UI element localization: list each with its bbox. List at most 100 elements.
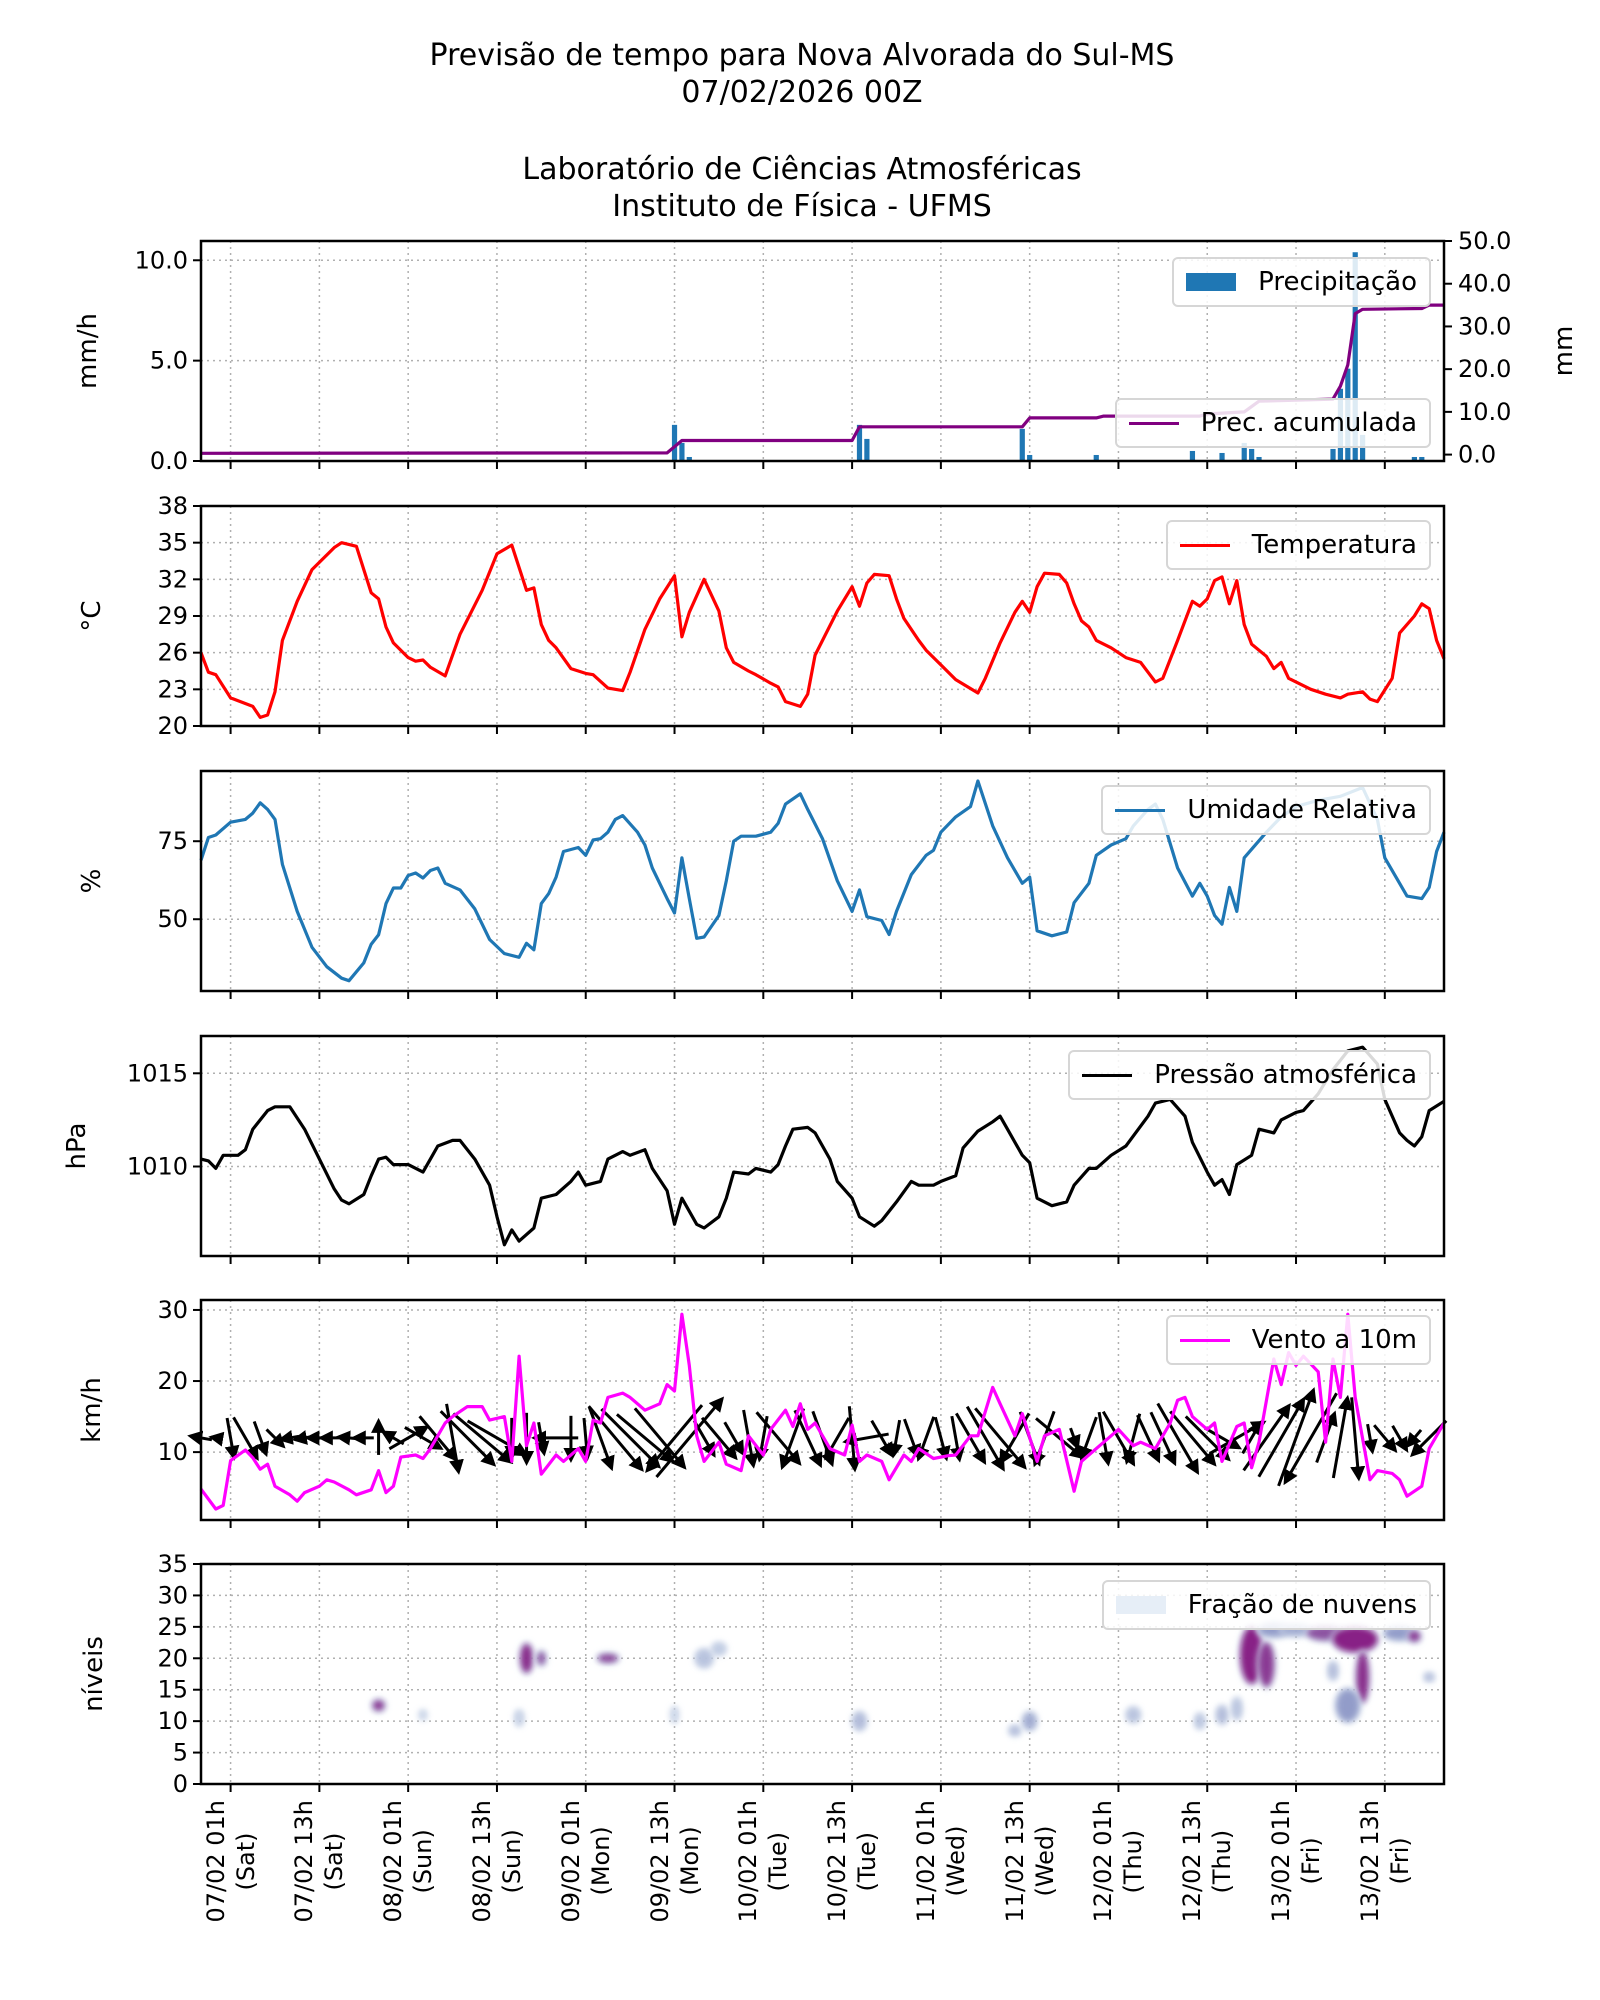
y-tick-label: 38 <box>157 492 188 520</box>
temperature-line <box>199 541 1446 719</box>
precip-bar <box>1249 448 1255 461</box>
humidity-ylabel: % <box>77 868 107 894</box>
precip-bar <box>1093 454 1099 461</box>
y-tick-label: 20 <box>157 1367 188 1395</box>
wind-arrow <box>588 1406 615 1472</box>
legend-line-wind <box>1179 1338 1230 1342</box>
y-tick-label: 5.0 <box>150 347 188 375</box>
x-tick-label: 08/02 01h (Sun) <box>379 1800 438 1923</box>
x-tick-label: 10/02 13h (Tue) <box>823 1800 882 1923</box>
y-tick-label: 25 <box>157 1613 188 1641</box>
cloud-cell <box>1329 1663 1337 1679</box>
pressure-panel: 1010 1015 <box>127 1034 1446 1264</box>
cloud-cell <box>537 1652 546 1665</box>
y-tick-label: 10.0 <box>135 246 188 274</box>
wind-arrow <box>1391 1424 1409 1453</box>
wind-arrow <box>252 1420 270 1458</box>
legend-patch-clouds <box>1115 1596 1166 1614</box>
plot-frame <box>199 1034 1446 1258</box>
cloud-cell <box>373 1700 385 1711</box>
wind-arrow <box>723 1421 745 1457</box>
precip-bar <box>679 442 685 461</box>
wind-arrow <box>1362 1423 1378 1455</box>
cloud-cell <box>853 1713 866 1729</box>
legend-line-pressure <box>1082 1073 1133 1077</box>
humidity-line <box>199 779 1446 983</box>
wind-arrow <box>824 1417 851 1461</box>
y-tick-label: 0.0 <box>150 447 188 475</box>
wind-arrow <box>1097 1411 1114 1467</box>
y-tick-label: 10 <box>157 1438 188 1466</box>
wind-arrow <box>1331 1394 1353 1479</box>
x-tick-label: 12/02 01h (Thu) <box>1089 1800 1148 1923</box>
wind-arrow <box>1350 1397 1366 1482</box>
cloud-cell <box>1217 1707 1227 1723</box>
wind-arrow <box>600 1408 662 1469</box>
precip-bar <box>1411 456 1418 461</box>
x-tick-label: 08/02 13h (Sun) <box>467 1800 526 1923</box>
pressure-marks <box>200 1045 1445 1247</box>
plot-frame <box>199 1298 1446 1522</box>
wind-panel: 10 20 30 <box>157 1296 1448 1528</box>
wind-arrow <box>1169 1410 1217 1467</box>
cloud-cell <box>1336 1689 1359 1722</box>
legend-line-accum <box>1128 421 1179 425</box>
precip-bar <box>1352 252 1358 461</box>
legend-pressure: Pressão atmosférica <box>1068 1050 1431 1100</box>
y-tick-label: 15 <box>157 1676 188 1704</box>
x-tick-label: 11/02 01h (Wed) <box>911 1800 970 1923</box>
wind-arrow <box>265 1428 286 1449</box>
y-tick-label: 75 <box>157 827 188 855</box>
precip-ylabel: mm/h <box>73 313 103 389</box>
wind-arrow <box>587 1405 644 1472</box>
cloud-cell <box>1408 1631 1420 1642</box>
precip-bar <box>1256 456 1262 461</box>
precip-accum-ylabel: mm <box>1549 325 1579 377</box>
temperature-ylabel: °C <box>77 600 107 632</box>
y-tick-label: 29 <box>157 602 188 630</box>
wind-arrow <box>404 1426 444 1450</box>
cloud-cell <box>1356 1652 1369 1703</box>
wind-arrow <box>1405 1429 1423 1449</box>
precip-bar <box>864 438 870 461</box>
x-tick-label: 13/02 13h (Fri) <box>1355 1800 1414 1923</box>
precip-bar <box>856 424 863 461</box>
wind-line <box>199 1312 1446 1511</box>
y2-tick-label: 40.0 <box>1458 270 1511 298</box>
cloud-cell <box>520 1644 533 1673</box>
cloud-ylabel: níveis <box>79 1636 109 1712</box>
wind-arrow <box>965 1405 1005 1472</box>
wind-arrow <box>1373 1424 1398 1453</box>
wind-arrow <box>1066 1427 1081 1451</box>
x-tick-label: 10/02 01h (Tue) <box>734 1800 793 1923</box>
legend-line-temperature <box>1179 543 1230 547</box>
x-tick-label: 09/02 13h (Mon) <box>645 1800 704 1923</box>
wind-arrow <box>645 1404 704 1473</box>
y-tick-label: 23 <box>157 675 188 703</box>
legend-label: Fração de nuvens <box>1187 1590 1417 1620</box>
wind-arrow <box>1241 1419 1263 1455</box>
y-tick-label: 30 <box>157 1581 188 1609</box>
y2-tick-label: 0.0 <box>1458 441 1496 469</box>
y-tick-label: 20 <box>157 1644 188 1672</box>
wind-arrow <box>445 1403 464 1475</box>
cloud-cell <box>1023 1713 1036 1729</box>
precip-bar <box>686 456 692 461</box>
y-tick-label: 20 <box>157 712 188 740</box>
legend-label: Precipitação <box>1258 267 1417 297</box>
x-tick-label: 13/02 01h (Fri) <box>1267 1800 1326 1923</box>
wind-arrow <box>1203 1426 1242 1450</box>
humidity-panel: 50 75 <box>157 769 1446 999</box>
legend-patch-precip <box>1186 273 1237 291</box>
pressure-line <box>200 1045 1445 1247</box>
legend-humidity: Umidade Relativa <box>1101 785 1431 835</box>
wind-arrow <box>452 1412 514 1465</box>
wind-arrow <box>793 1409 823 1469</box>
wind-arrow <box>232 1416 259 1462</box>
cloud-cell <box>1259 1642 1274 1687</box>
cloud-cell <box>420 1711 426 1718</box>
wind-arrow <box>888 1419 903 1459</box>
cloud-cell <box>713 1644 725 1654</box>
y-tick-label: 35 <box>157 529 188 557</box>
plot-frame <box>199 504 1446 728</box>
